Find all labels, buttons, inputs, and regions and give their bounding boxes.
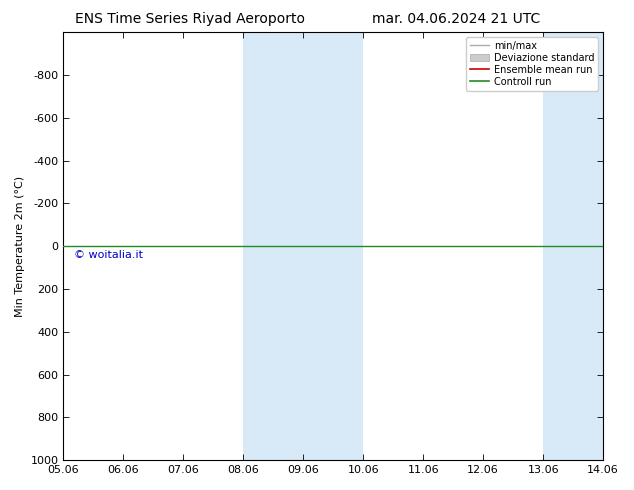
- Text: © woitalia.it: © woitalia.it: [74, 250, 143, 260]
- Y-axis label: Min Temperature 2m (°C): Min Temperature 2m (°C): [15, 175, 25, 317]
- Bar: [303, 32, 363, 460]
- Text: ENS Time Series Riyad Aeroporto: ENS Time Series Riyad Aeroporto: [75, 12, 305, 26]
- Text: mar. 04.06.2024 21 UTC: mar. 04.06.2024 21 UTC: [372, 12, 541, 26]
- Bar: [243, 32, 303, 460]
- Legend: min/max, Deviazione standard, Ensemble mean run, Controll run: min/max, Deviazione standard, Ensemble m…: [466, 37, 598, 91]
- Bar: [543, 32, 603, 460]
